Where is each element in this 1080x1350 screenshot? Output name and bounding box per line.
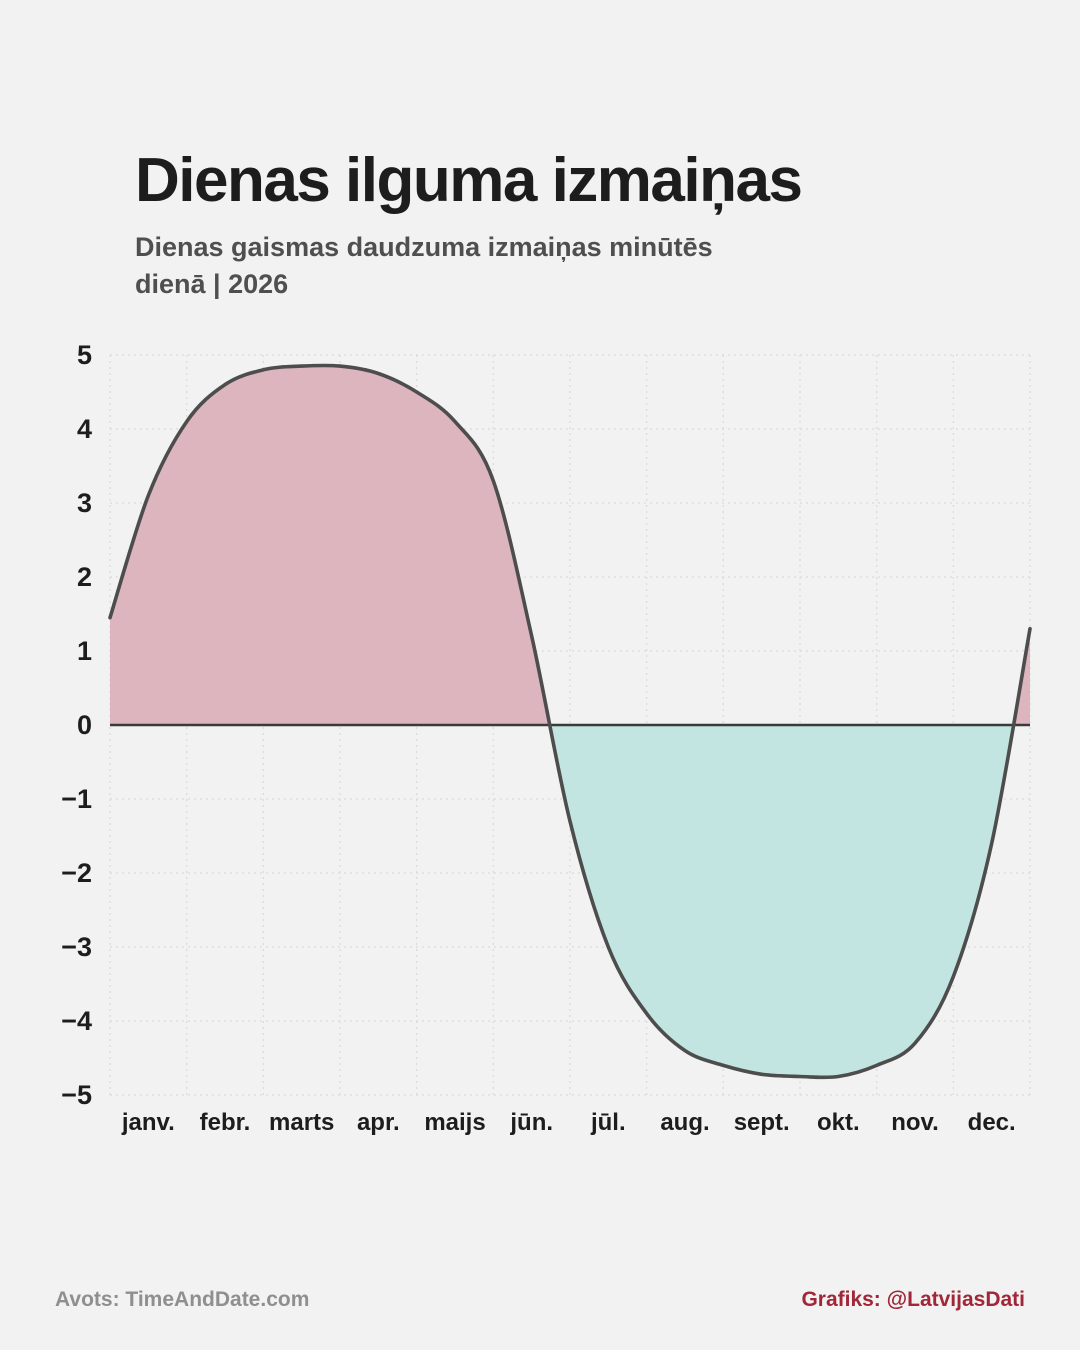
chart-subtitle: Dienas gaismas daudzuma izmaiņas minūtēs…: [135, 232, 713, 299]
y-tick-label: −1: [61, 784, 92, 814]
y-tick-label: −3: [61, 932, 92, 962]
y-tick-label: 3: [77, 488, 92, 518]
y-tick-label: −2: [61, 858, 92, 888]
x-tick-label: okt.: [817, 1109, 860, 1136]
x-tick-label: janv.: [121, 1109, 175, 1136]
x-tick-label: aug.: [660, 1109, 709, 1136]
x-axis-labels: janv. febr. marts apr. maijs jūn. jūl. aug. sept…: [121, 1109, 1016, 1136]
source-credit: Avots: TimeAndDate.com: [55, 1288, 310, 1311]
x-tick-label: marts: [269, 1109, 334, 1136]
x-tick-label: febr.: [200, 1109, 251, 1136]
chart-curve: [108, 363, 1032, 1080]
chart-svg: 5 4 3 2 1 0 −1 −2 −3 −4 −5 janv. febr. marts apr. maijs…: [61, 340, 1032, 1136]
x-tick-label: dec.: [968, 1109, 1016, 1136]
y-tick-label: 0: [77, 710, 92, 740]
x-tick-label: sept.: [734, 1109, 790, 1136]
y-tick-label: 1: [77, 636, 92, 666]
author-credit: Grafiks: @LatvijasDati: [801, 1288, 1025, 1311]
y-tick-label: 2: [77, 562, 92, 592]
y-tick-label: −5: [61, 1080, 92, 1110]
daylight-change-chart: 5 4 3 2 1 0 −1 −2 −3 −4 −5 janv. febr. marts apr. maijs…: [0, 330, 1080, 1160]
y-axis-labels: 5 4 3 2 1 0 −1 −2 −3 −4 −5: [61, 340, 92, 1110]
x-tick-label: maijs: [424, 1109, 485, 1136]
y-tick-label: 4: [77, 414, 92, 444]
x-tick-label: nov.: [891, 1109, 939, 1136]
area-negative: [110, 725, 1030, 1078]
x-tick-label: jūl.: [590, 1109, 626, 1136]
chart-title: Dienas ilguma izmaiņas: [135, 146, 803, 215]
x-tick-label: jūn.: [509, 1109, 553, 1136]
y-tick-label: −4: [61, 1006, 92, 1036]
chart-header: Dienas ilguma izmaiņas Dienas gaismas da…: [135, 148, 1020, 302]
y-tick-label: 5: [77, 340, 92, 370]
area-positive: [110, 365, 1030, 725]
x-tick-label: apr.: [357, 1109, 400, 1136]
